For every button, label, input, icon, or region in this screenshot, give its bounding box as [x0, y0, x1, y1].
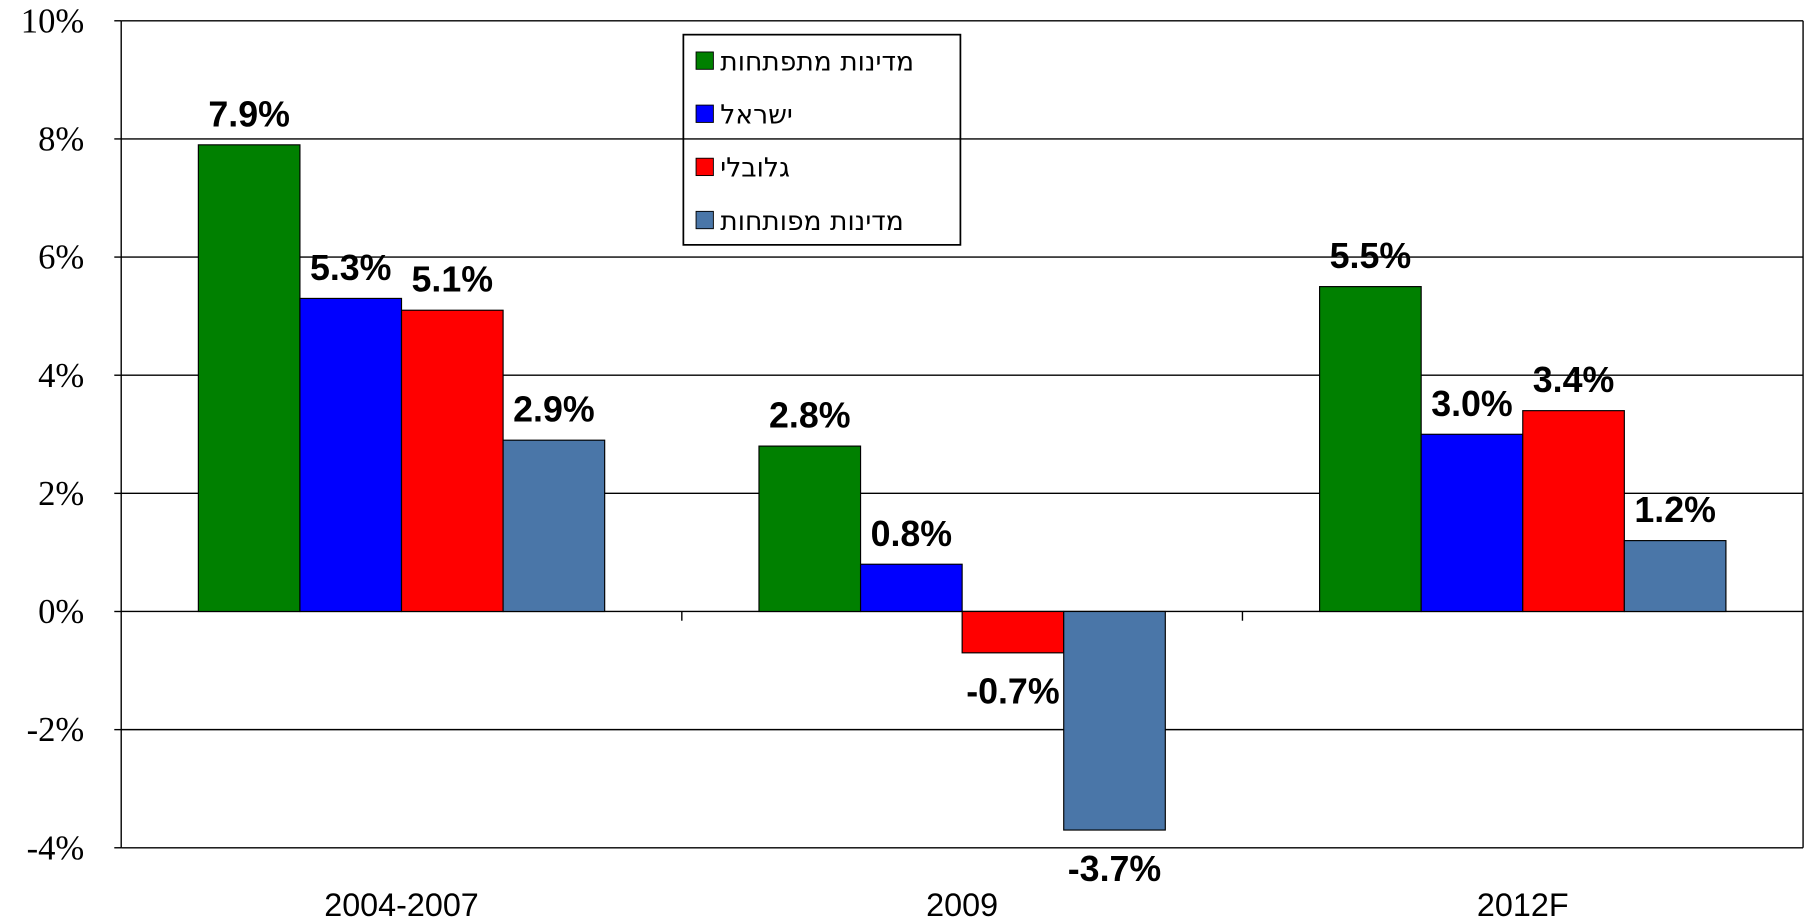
x-tick-label: 2004-2007 [324, 887, 479, 923]
bar [1420, 433, 1524, 613]
legend-swatch [695, 157, 714, 177]
data-label: 7.9% [208, 94, 290, 134]
bar [1623, 540, 1727, 613]
data-label: 3.4% [1533, 360, 1615, 400]
bar [197, 144, 301, 613]
legend-swatch [695, 51, 714, 70]
legend-label: גלובלי [720, 153, 790, 184]
data-label: 2.8% [769, 396, 851, 436]
y-tick-label: 2% [38, 475, 84, 513]
bar [859, 563, 963, 613]
data-label: -3.7% [1068, 849, 1161, 889]
legend-box [682, 33, 962, 246]
data-label: 5.1% [412, 260, 494, 300]
y-tick-label: 6% [38, 239, 84, 277]
data-label: 3.0% [1431, 384, 1513, 424]
bar [299, 297, 403, 613]
bar [502, 439, 606, 613]
bar [758, 445, 862, 613]
legend-label: מדינות מתפתחות [720, 46, 914, 77]
y-tick-label: 0% [38, 593, 84, 631]
bar [400, 309, 504, 613]
legend-swatch [695, 104, 714, 123]
data-label: -0.7% [966, 672, 1059, 712]
data-label: 5.3% [310, 248, 392, 288]
data-label: 2.9% [513, 390, 595, 430]
legend-label: ישראל [720, 100, 793, 131]
legend-label: מדינות מפותחות [720, 206, 903, 237]
y-tick-label: 10% [21, 2, 84, 40]
y-tick-label: 8% [38, 120, 84, 158]
data-label: 0.8% [871, 514, 953, 554]
y-tick-label: -2% [27, 711, 85, 749]
data-label: 5.5% [1330, 236, 1412, 276]
bar [1522, 410, 1625, 613]
legend-swatch [695, 210, 714, 230]
bar [961, 610, 1065, 654]
data-label: 1.2% [1634, 490, 1716, 530]
x-tick-label: 2009 [926, 887, 998, 923]
bar [1319, 286, 1422, 613]
x-tick-label: 2012F [1477, 887, 1569, 923]
y-tick-label: 4% [38, 357, 84, 395]
y-tick-label: -4% [27, 829, 85, 867]
bar [1063, 610, 1166, 831]
